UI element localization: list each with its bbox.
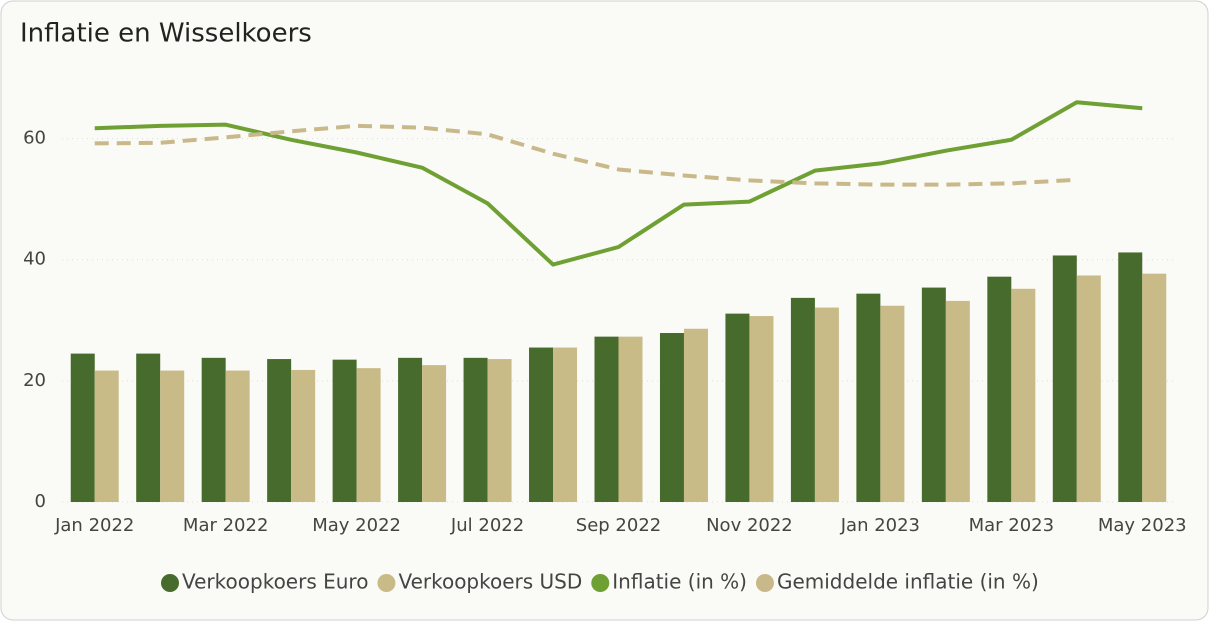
bar [683, 328, 708, 502]
y-tick-label: 60 [23, 128, 46, 149]
bar [618, 336, 643, 502]
bar [553, 347, 578, 502]
bar [332, 359, 357, 502]
x-tick-label: Mar 2022 [183, 515, 269, 536]
y-tick-label: 0 [35, 491, 46, 512]
bar [814, 307, 839, 502]
legend-marker [161, 574, 179, 592]
bar [94, 370, 119, 502]
bar [70, 353, 95, 502]
bar [725, 313, 750, 502]
bar [1118, 252, 1143, 502]
bar [1142, 273, 1167, 502]
bar [659, 333, 684, 502]
x-tick-label: Jan 2023 [840, 515, 920, 536]
bar [880, 305, 905, 502]
legend-marker [755, 574, 774, 592]
bar [398, 357, 423, 502]
x-tick-label: Sep 2022 [576, 515, 661, 536]
bar [160, 370, 185, 502]
bar [267, 359, 292, 502]
chart-title: Inflatie en Wisselkoers [20, 19, 312, 49]
bar [749, 316, 774, 502]
bar [487, 359, 512, 502]
bar [987, 276, 1012, 502]
bar [945, 300, 970, 502]
legend-marker [377, 574, 396, 592]
x-tick-label: Jan 2022 [54, 515, 134, 536]
legend-label: Gemiddelde inflatie (in %) [777, 570, 1039, 594]
bar [422, 365, 447, 502]
line [94, 123, 1077, 187]
bar [463, 357, 488, 502]
y-tick-label: 40 [23, 249, 46, 270]
legend-label: Verkoopkoers Euro [182, 570, 368, 594]
line [94, 100, 1143, 267]
bar [790, 297, 815, 502]
bar [594, 336, 619, 502]
bar [201, 357, 226, 502]
bar [529, 347, 554, 502]
bar [856, 293, 881, 502]
bar [1052, 255, 1077, 502]
bar [921, 287, 946, 502]
x-tick-label: Jul 2022 [450, 515, 524, 536]
legend-label: Inflatie (in %) [612, 570, 747, 594]
legend-label: Verkoopkoers USD [398, 570, 582, 594]
bar [1011, 288, 1036, 502]
bar [356, 368, 381, 502]
y-tick-label: 20 [23, 370, 46, 391]
legend-marker [591, 574, 610, 592]
x-tick-label: May 2023 [1098, 515, 1187, 536]
bar [1076, 275, 1101, 502]
bar [291, 369, 316, 502]
x-tick-label: May 2022 [312, 515, 401, 536]
x-tick-label: Mar 2023 [969, 515, 1055, 536]
bar [136, 353, 161, 502]
bar [225, 370, 250, 502]
x-tick-label: Nov 2022 [706, 515, 793, 536]
